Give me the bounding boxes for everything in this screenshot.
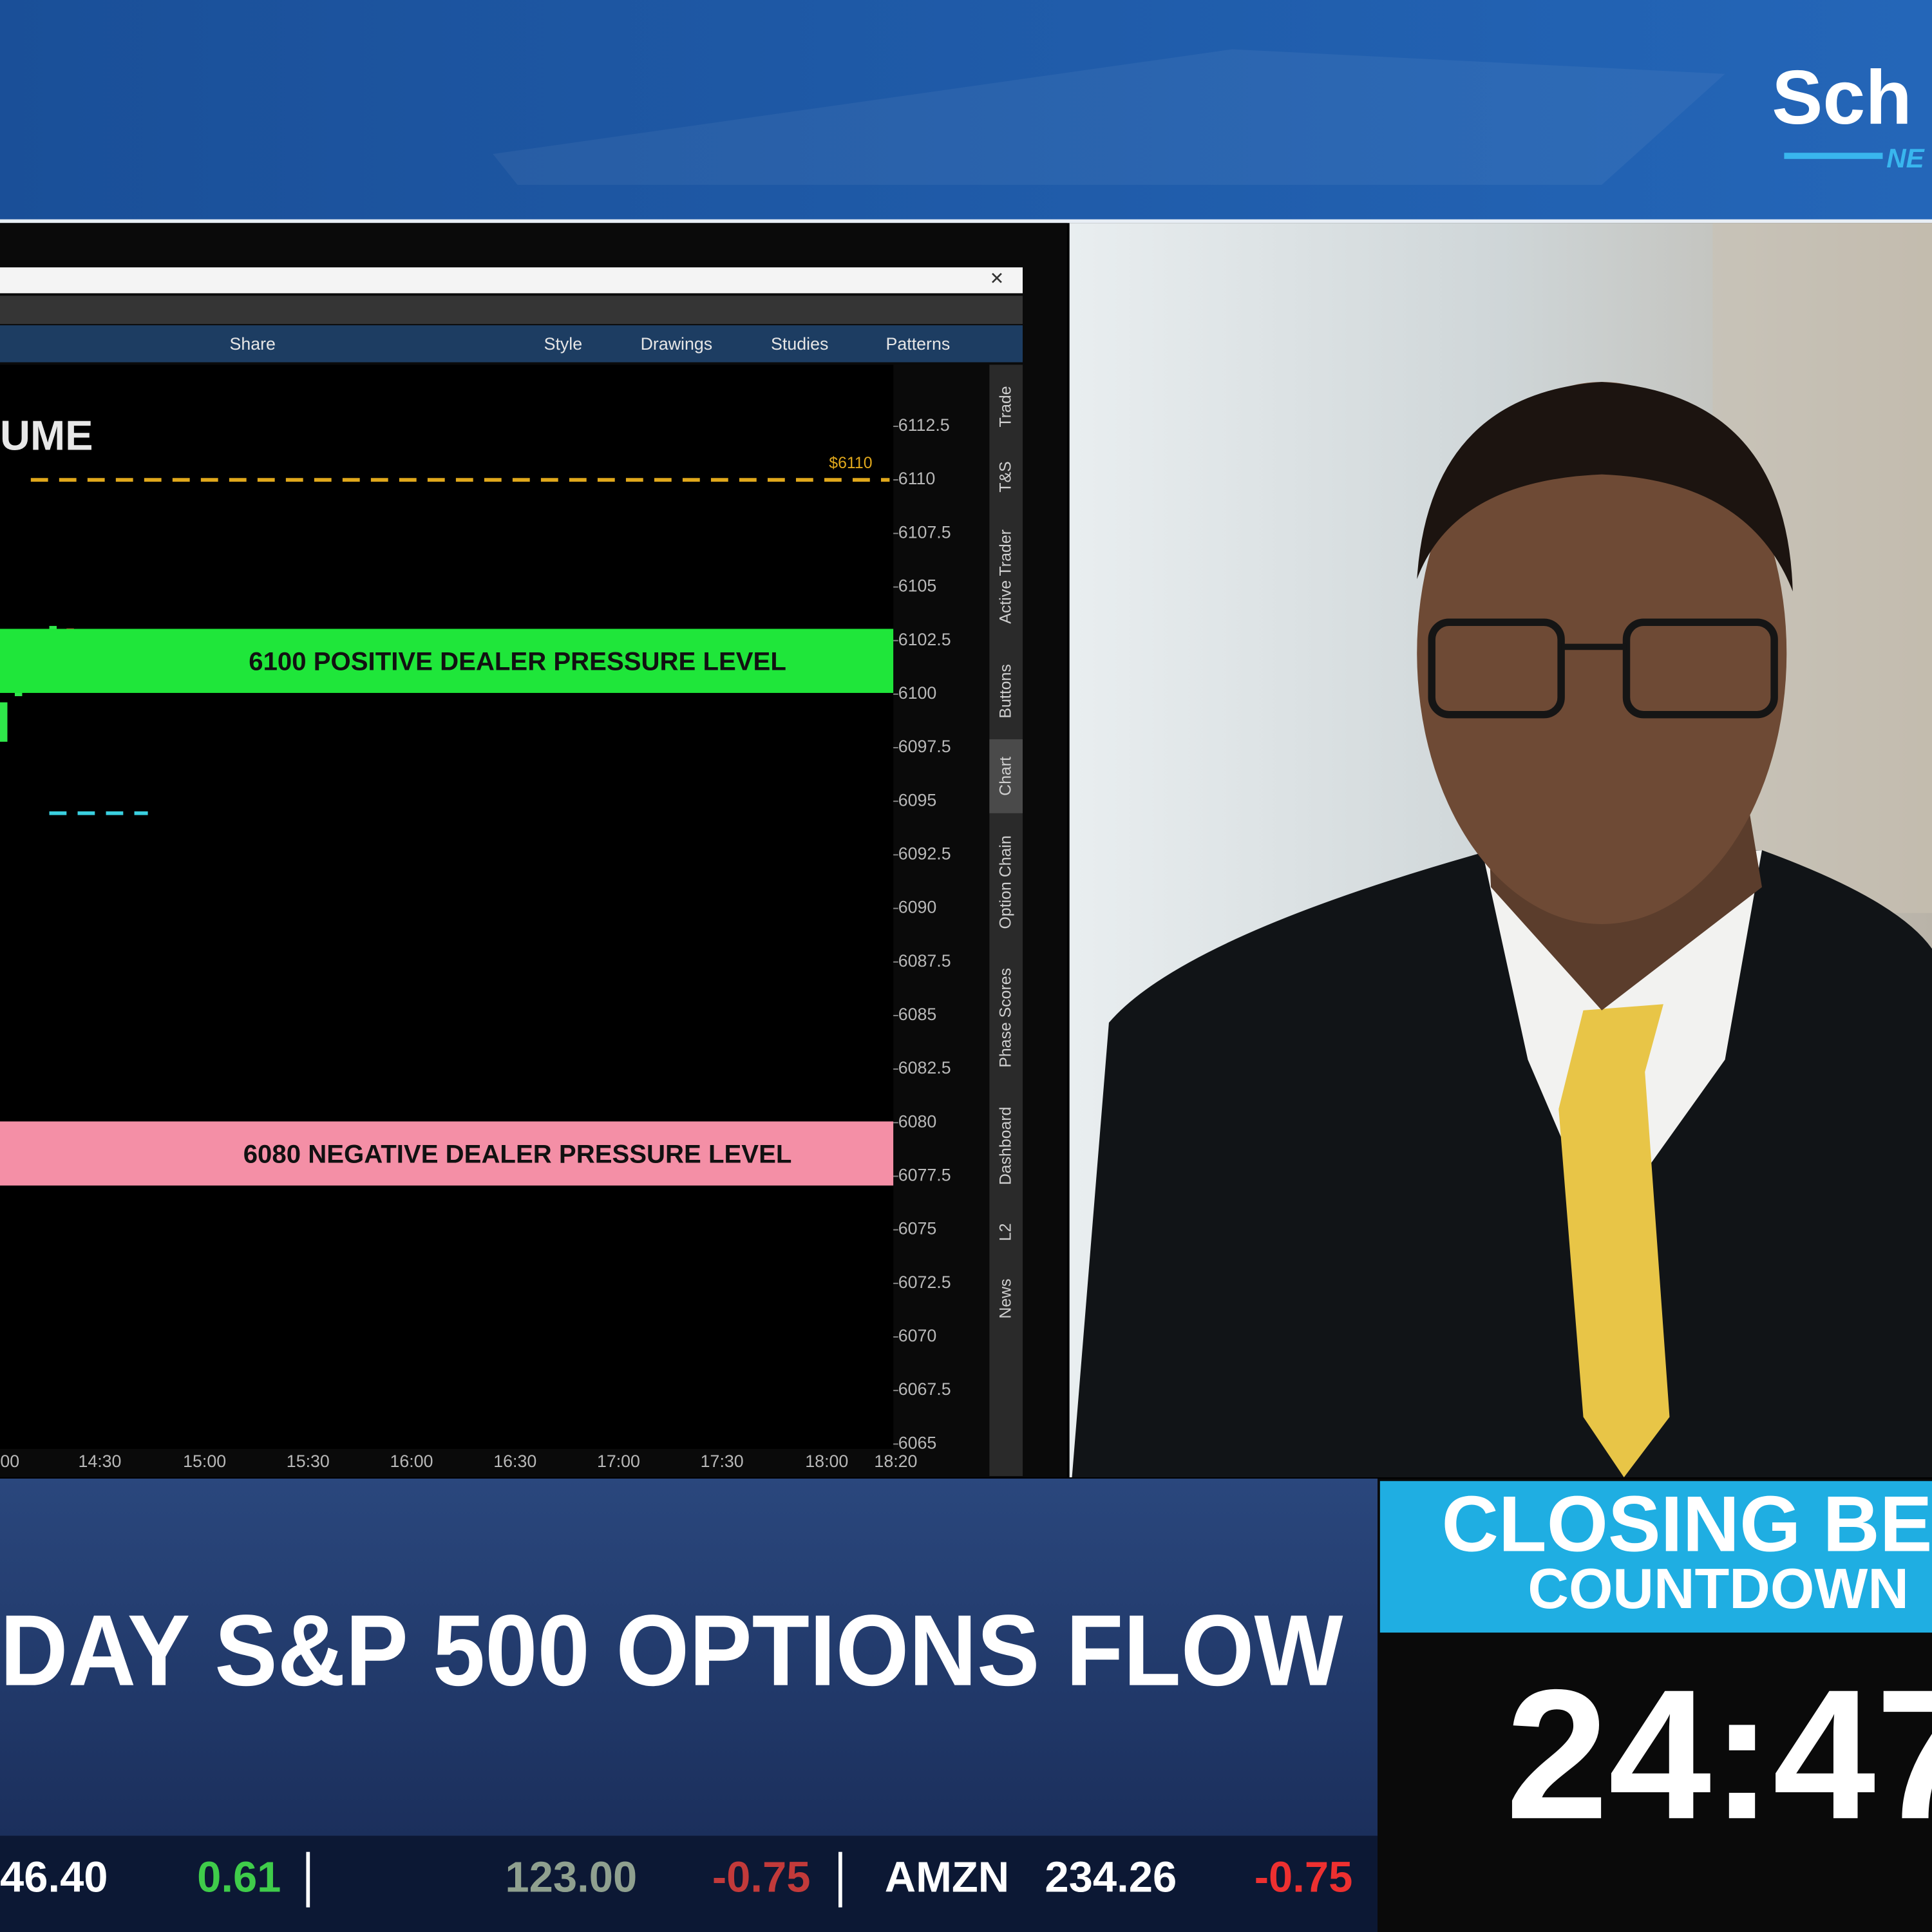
y-tick-label: 6105: [898, 576, 937, 596]
chart-title: UME: [0, 412, 93, 459]
y-tick-label: 6107.5: [898, 522, 951, 542]
side-tab[interactable]: L2: [997, 1223, 1015, 1241]
toolbar-button[interactable]: Patterns: [886, 334, 951, 354]
glasses-left: [1428, 618, 1565, 719]
countdown-time: 24:47: [1506, 1651, 1932, 1857]
pressure-level-band: [0, 629, 894, 693]
x-tick-label: 17:30: [701, 1452, 744, 1471]
ticker-item: AMZN: [885, 1853, 1009, 1901]
y-tick-label: 6095: [898, 790, 937, 810]
ticker-item: 123.00: [505, 1853, 637, 1901]
countdown-subtitle: COUNTDOWN: [1528, 1557, 1908, 1620]
top-banner: [0, 0, 1932, 222]
logo-sub: NE: [1886, 143, 1925, 173]
side-tab[interactable]: Dashboard: [997, 1107, 1015, 1186]
side-tab[interactable]: Option Chain: [997, 835, 1015, 929]
divider: [0, 219, 1932, 223]
toolbar-button[interactable]: Style: [544, 334, 583, 354]
y-tick-label: 6092.5: [898, 844, 951, 863]
glasses-right: [1622, 618, 1778, 719]
y-tick-label: 6087.5: [898, 951, 951, 971]
side-tab-strip: [989, 365, 1023, 1477]
pressure-level-label: 6080 NEGATIVE DEALER PRESSURE LEVEL: [243, 1140, 792, 1169]
x-tick-label: 18:20: [874, 1452, 917, 1471]
window-titlebar: [0, 267, 1023, 294]
side-tab[interactable]: News: [997, 1278, 1015, 1318]
ticker-item: -0.75: [1255, 1853, 1353, 1901]
presenter-hair: [1417, 382, 1793, 592]
y-tick-label: 6065: [898, 1433, 937, 1452]
x-tick-label: 17:00: [597, 1452, 640, 1471]
ticker-item: -0.75: [712, 1853, 811, 1901]
y-tick-label: 6067.5: [898, 1379, 951, 1399]
close-icon[interactable]: ✕: [990, 269, 1004, 288]
y-tick-label: 6080: [898, 1112, 937, 1131]
y-tick-label: 6090: [898, 898, 937, 917]
pressure-level-band: [0, 1121, 894, 1186]
side-tab[interactable]: Phase Scores: [997, 968, 1015, 1068]
price-line-label: $6110: [829, 454, 872, 472]
y-tick-label: 6077.5: [898, 1166, 951, 1185]
y-tick-label: 6070: [898, 1326, 937, 1345]
x-tick-label: 18:00: [805, 1452, 848, 1471]
side-tab[interactable]: Buttons: [997, 664, 1015, 718]
logo-dash: [1784, 153, 1883, 159]
countdown-header: [1379, 1481, 1932, 1633]
lower-third: [0, 1478, 1378, 1836]
y-tick-label: 6085: [898, 1005, 937, 1024]
side-tab[interactable]: Active Trader: [997, 529, 1015, 623]
headline: DAY S&P 500 OPTIONS FLOW: [0, 1595, 1343, 1707]
logo: Sch: [1772, 55, 1912, 140]
x-tick-label: 14:30: [78, 1452, 121, 1471]
toolbar-button[interactable]: Drawings: [641, 334, 713, 354]
window-toolbar: [0, 296, 1023, 325]
y-tick-label: 6072.5: [898, 1273, 951, 1292]
countdown-title: CLOSING BE: [1442, 1480, 1932, 1568]
chart-toolbar: [0, 325, 1023, 363]
x-tick-label: 15:30: [287, 1452, 330, 1471]
ticker-bar: [0, 1835, 1378, 1932]
y-tick-label: 6082.5: [898, 1058, 951, 1077]
presenter-face: [1417, 382, 1787, 924]
side-tab[interactable]: T&S: [997, 461, 1015, 492]
side-tab[interactable]: Chart: [997, 757, 1015, 796]
y-tick-label: 6110: [898, 469, 936, 488]
side-tab-active: [989, 739, 1023, 813]
toolbar-button[interactable]: Studies: [771, 334, 828, 354]
x-tick-label: 16:30: [493, 1452, 536, 1471]
ticker-item: 0.61: [197, 1853, 281, 1901]
chart-area: [0, 365, 894, 1449]
presenter-tie: [1558, 1004, 1670, 1478]
ticker-item: 234.26: [1045, 1853, 1177, 1901]
pressure-level-label: 6100 POSITIVE DEALER PRESSURE LEVEL: [249, 647, 786, 676]
y-tick-label: 6097.5: [898, 737, 951, 756]
y-tick-label: 6112.5: [898, 415, 950, 435]
y-tick-label: 6100: [898, 683, 937, 703]
y-tick-label: 6102.5: [898, 630, 951, 649]
y-tick-label: 6075: [898, 1219, 937, 1238]
x-tick-label: 16:00: [390, 1452, 433, 1471]
side-tab[interactable]: Trade: [997, 386, 1015, 427]
toolbar-button[interactable]: Share: [230, 334, 276, 354]
candle: [0, 702, 8, 742]
x-tick-label: 00: [0, 1452, 19, 1471]
ticker-item: 46.40: [0, 1853, 108, 1901]
banner-deco: [493, 49, 1725, 185]
x-tick-label: 15:00: [183, 1452, 226, 1471]
